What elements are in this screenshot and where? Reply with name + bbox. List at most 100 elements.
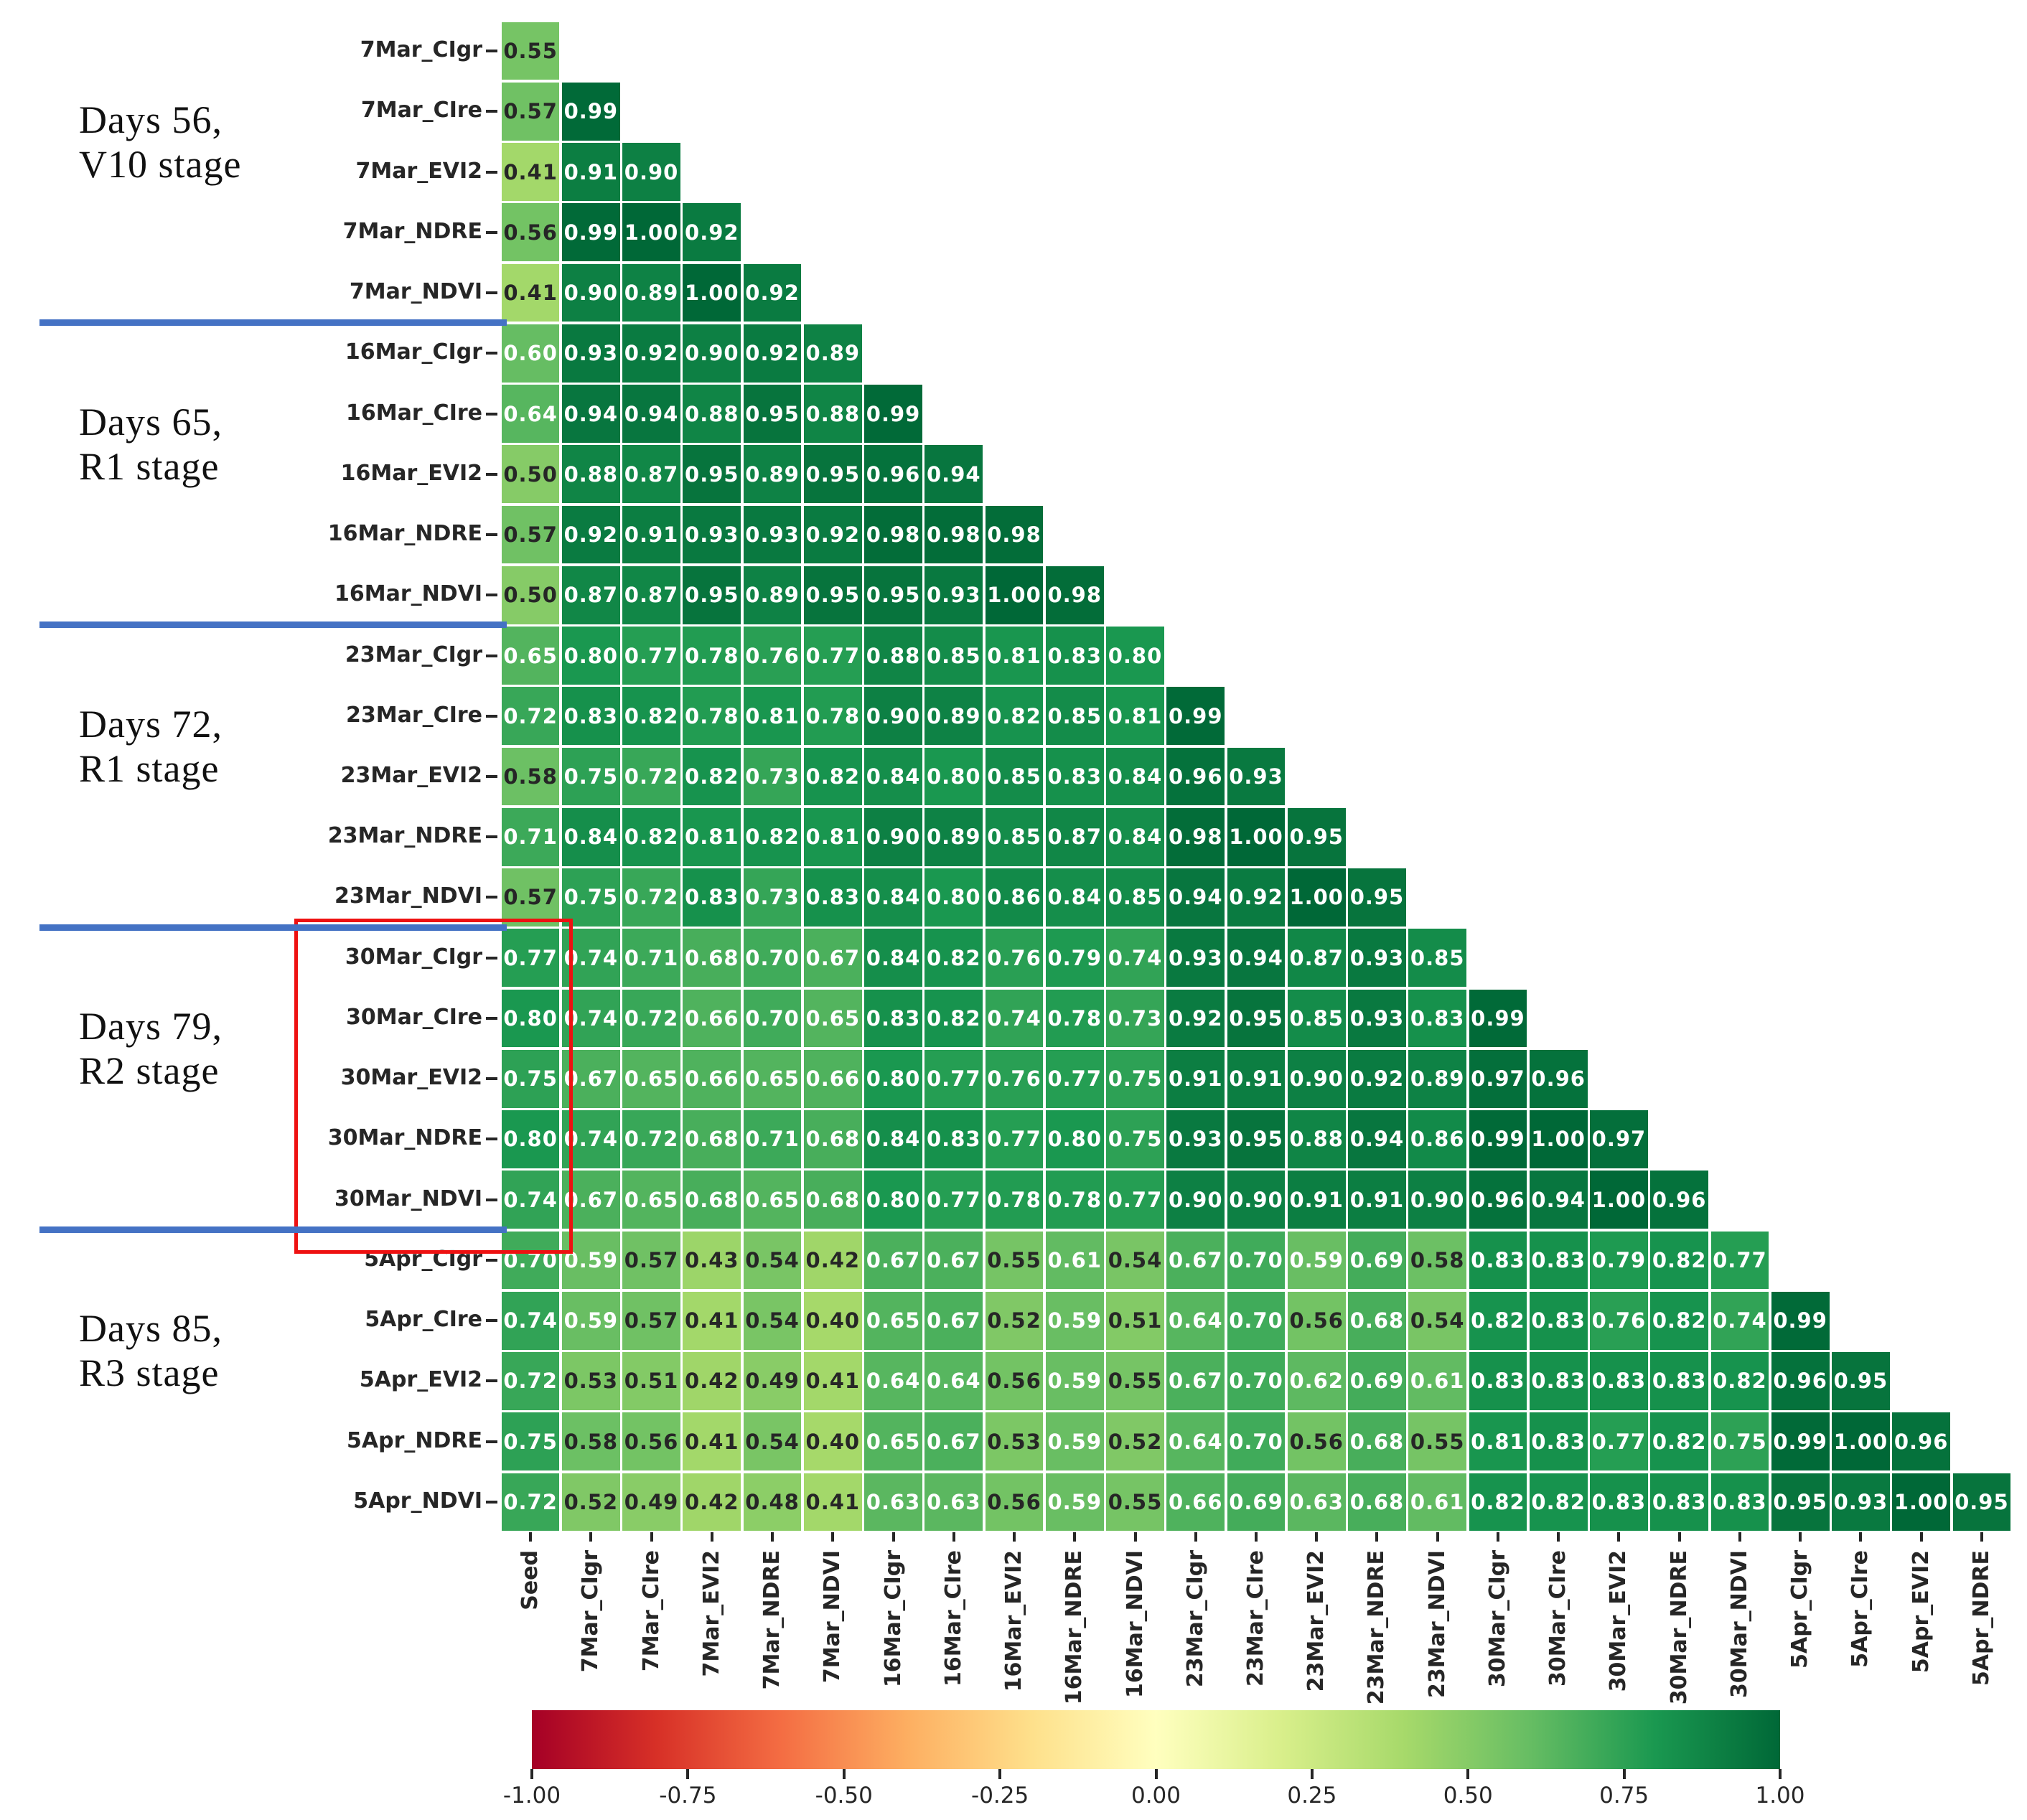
- row-label: 23Mar_NDVI: [334, 883, 482, 909]
- heatmap-cell: 0.70: [1227, 1231, 1286, 1290]
- heatmap-cell: 0.95: [683, 566, 741, 624]
- heatmap-cell: 0.69: [1227, 1473, 1286, 1531]
- x-axis-tick: [1315, 1532, 1319, 1542]
- heatmap-cell: 0.77: [1045, 1049, 1104, 1108]
- x-axis-tick: [952, 1532, 955, 1542]
- colorbar-tick: [1466, 1769, 1470, 1779]
- row-label: 23Mar_NDRE: [327, 823, 482, 849]
- heatmap-cell: 0.81: [743, 687, 802, 746]
- heatmap-cell: 0.77: [1106, 1171, 1164, 1229]
- y-axis-tick: [486, 533, 497, 537]
- heatmap-cell: 0.82: [622, 807, 680, 866]
- heatmap-cell: 0.82: [1650, 1412, 1709, 1470]
- column-label: 30Mar_CIgr: [1484, 1550, 1510, 1688]
- heatmap-cell: 0.57: [622, 1291, 680, 1350]
- heatmap-cell: 0.68: [1348, 1412, 1406, 1470]
- heatmap-cell: 0.88: [803, 385, 862, 443]
- heatmap-cell: 0.54: [743, 1231, 802, 1290]
- row-label: 5Apr_CIre: [365, 1307, 482, 1333]
- heatmap-cell: 0.43: [683, 1231, 741, 1290]
- heatmap-cell: 0.62: [1287, 1352, 1346, 1410]
- column-label: 23Mar_NDVI: [1424, 1550, 1450, 1699]
- stage-label-days65: Days 65, R1 stage: [79, 400, 423, 489]
- heatmap-cell: 0.93: [1166, 1110, 1225, 1168]
- heatmap-cell: 0.77: [622, 627, 680, 685]
- heatmap-cell: 0.70: [1227, 1412, 1286, 1470]
- heatmap-cell: 0.42: [803, 1231, 862, 1290]
- column-label: 23Mar_EVI2: [1303, 1550, 1329, 1692]
- y-axis-tick: [486, 352, 497, 355]
- stage-label-line1: Days 85,: [79, 1307, 223, 1351]
- heatmap-cell: 0.56: [501, 203, 560, 262]
- column-label: 5Apr_CIre: [1848, 1550, 1873, 1668]
- heatmap-cell: 0.52: [1106, 1412, 1164, 1470]
- heatmap-cell: 0.94: [924, 445, 983, 504]
- heatmap-cell: 0.72: [501, 1473, 560, 1531]
- heatmap-cell: 0.87: [561, 566, 620, 624]
- x-axis-tick: [529, 1532, 533, 1542]
- heatmap-cell: 0.66: [1166, 1473, 1225, 1531]
- row-label: 7Mar_CIgr: [360, 37, 482, 63]
- heatmap-cell: 0.82: [924, 929, 983, 988]
- heatmap-cell: 0.95: [743, 385, 802, 443]
- heatmap-cell: 0.73: [743, 747, 802, 806]
- x-axis-tick: [1436, 1532, 1439, 1542]
- heatmap-cell: 0.68: [683, 1110, 741, 1168]
- heatmap-cell: 0.95: [1227, 989, 1286, 1048]
- x-axis-tick: [1557, 1532, 1560, 1542]
- colorbar-tick: [998, 1769, 1002, 1779]
- x-axis-tick: [1919, 1532, 1923, 1542]
- heatmap-cell: 0.75: [561, 747, 620, 806]
- heatmap-cell: 0.96: [1771, 1352, 1830, 1410]
- heatmap-cell: 0.75: [1106, 1110, 1164, 1168]
- heatmap-cell: 0.82: [622, 687, 680, 746]
- heatmap-cell: 0.54: [743, 1412, 802, 1470]
- heatmap-cell: 0.50: [501, 445, 560, 504]
- heatmap-cell: 0.77: [985, 1110, 1044, 1168]
- heatmap-cell: 0.58: [1408, 1231, 1467, 1290]
- heatmap-cell: 0.99: [561, 82, 620, 141]
- heatmap-cell: 0.61: [1408, 1473, 1467, 1531]
- heatmap-cell: 0.77: [1590, 1412, 1648, 1470]
- heatmap-cell: 0.91: [561, 143, 620, 201]
- stage-label-days85: Days 85, R3 stage: [79, 1306, 423, 1395]
- heatmap-cell: 0.41: [683, 1291, 741, 1350]
- heatmap-cell: 1.00: [1832, 1412, 1890, 1470]
- heatmap-cell: 0.83: [924, 1110, 983, 1168]
- column-label: 7Mar_CIre: [638, 1550, 664, 1672]
- heatmap-cell: 0.75: [1106, 1049, 1164, 1108]
- heatmap-cell: 0.82: [1650, 1291, 1709, 1350]
- heatmap-cell: 0.82: [1650, 1231, 1709, 1290]
- heatmap-cell: 0.80: [561, 627, 620, 685]
- colorbar-tick-label: -0.25: [971, 1783, 1029, 1809]
- heatmap-cell: 0.99: [1469, 989, 1527, 1048]
- heatmap-cell: 0.83: [1590, 1352, 1648, 1410]
- heatmap-cell: 0.94: [622, 385, 680, 443]
- heatmap-cell: 1.00: [1529, 1110, 1588, 1168]
- heatmap-cell: 1.00: [1892, 1473, 1950, 1531]
- heatmap-cell: 0.72: [622, 868, 680, 927]
- column-label: 16Mar_NDRE: [1062, 1550, 1087, 1705]
- heatmap-cell: 0.75: [501, 1412, 560, 1470]
- heatmap-cell: 0.90: [864, 807, 922, 866]
- heatmap-cell: 0.76: [985, 1049, 1044, 1108]
- heatmap-cell: 0.83: [683, 868, 741, 927]
- heatmap-cell: 0.99: [1771, 1291, 1830, 1350]
- colorbar-tick: [1154, 1769, 1158, 1779]
- heatmap-cell: 0.41: [501, 263, 560, 322]
- y-axis-tick: [486, 1379, 497, 1383]
- colorbar-tick-label: 0.25: [1287, 1783, 1337, 1809]
- heatmap-cell: 0.72: [501, 1352, 560, 1410]
- heatmap-cell: 1.00: [622, 203, 680, 262]
- row-label: 7Mar_NDVI: [349, 279, 482, 305]
- heatmap-cell: 0.67: [1166, 1231, 1225, 1290]
- heatmap-cell: 0.61: [1045, 1231, 1104, 1290]
- column-label: 7Mar_EVI2: [698, 1550, 724, 1677]
- heatmap-cell: 0.77: [1710, 1231, 1769, 1290]
- heatmap-cell: 0.56: [1287, 1412, 1346, 1470]
- heatmap-cell: 0.76: [1590, 1291, 1648, 1350]
- x-axis-tick: [891, 1532, 895, 1542]
- heatmap-cell: 0.79: [1590, 1231, 1648, 1290]
- heatmap-cell: 0.96: [1469, 1171, 1527, 1229]
- heatmap-cell: 0.83: [1650, 1473, 1709, 1531]
